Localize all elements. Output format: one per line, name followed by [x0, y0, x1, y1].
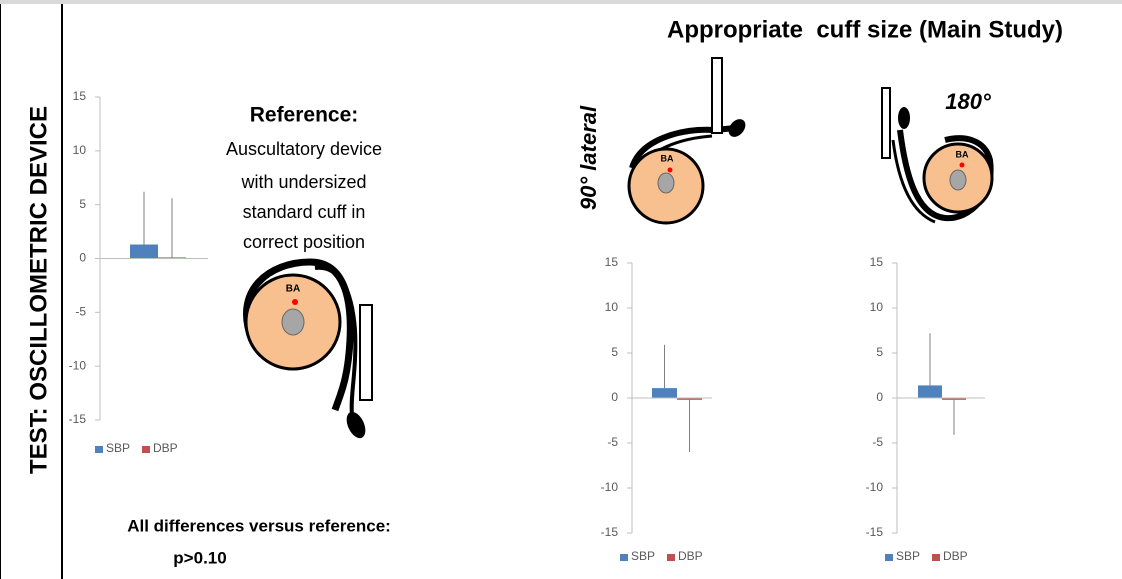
legend-swatch	[142, 446, 150, 453]
y-tick-label: -15	[69, 412, 87, 426]
legend-swatch	[620, 554, 628, 561]
y-tick-label: -10	[69, 358, 87, 372]
y-tick-label: 15	[870, 255, 884, 269]
top-strip	[0, 0, 1122, 4]
reference-line: standard cuff in	[243, 202, 366, 222]
y-tick-label: 5	[611, 345, 618, 359]
artery-label: BA	[956, 149, 969, 159]
y-tick-label: -5	[75, 305, 86, 319]
y-tick-label: 15	[605, 255, 619, 269]
arm-diagram: BA	[246, 262, 372, 441]
position-label: 90° lateral	[576, 105, 601, 210]
position-label: 180°	[945, 89, 991, 114]
bar	[652, 388, 677, 398]
page: TEST: OSCILLOMETRIC DEVICE Appropriate c…	[0, 0, 1122, 579]
arm-diagram: BA	[629, 58, 749, 223]
bar	[130, 245, 158, 259]
y-tick-label: 0	[79, 251, 86, 265]
legend-swatch	[932, 554, 940, 561]
y-tick-label: 5	[79, 197, 86, 211]
reference-line: Auscultatory device	[226, 139, 382, 159]
footnote: p>0.10	[173, 548, 226, 567]
reference-title: Reference:	[250, 104, 359, 127]
reference-line: correct position	[243, 232, 365, 252]
y-tick-label: 10	[605, 300, 619, 314]
y-tick-label: 0	[611, 390, 618, 404]
artery-label: BA	[661, 153, 674, 163]
footnote: All differences versus reference:	[127, 516, 391, 535]
y-tick-label: -15	[866, 525, 884, 539]
y-tick-label: 0	[876, 390, 883, 404]
legend-label: SBP	[896, 549, 920, 563]
legend-label: DBP	[153, 441, 178, 455]
y-tick-label: 5	[876, 345, 883, 359]
y-tick-label: 10	[870, 300, 884, 314]
legend-label: DBP	[943, 549, 968, 563]
reference-line: with undersized	[240, 172, 366, 192]
y-tick-label: -5	[872, 435, 883, 449]
y-tick-label: -15	[601, 525, 619, 539]
y-tick-label: -10	[866, 480, 884, 494]
artery-label: BA	[286, 284, 300, 295]
legend-swatch	[885, 554, 893, 561]
legend-swatch	[95, 446, 103, 453]
side-label: TEST: OSCILLOMETRIC DEVICE	[25, 106, 52, 474]
y-tick-label: -5	[607, 435, 618, 449]
y-tick-label: -10	[601, 480, 619, 494]
legend-label: SBP	[631, 549, 655, 563]
figure: TEST: OSCILLOMETRIC DEVICE Appropriate c…	[0, 0, 1122, 579]
y-tick-label: 10	[73, 143, 87, 157]
y-tick-label: 15	[73, 89, 87, 103]
legend-label: DBP	[678, 549, 703, 563]
legend-swatch	[667, 554, 675, 561]
main-title: Appropriate cuff size (Main Study)	[667, 16, 1063, 43]
bar	[918, 385, 942, 398]
legend-label: SBP	[106, 441, 130, 455]
